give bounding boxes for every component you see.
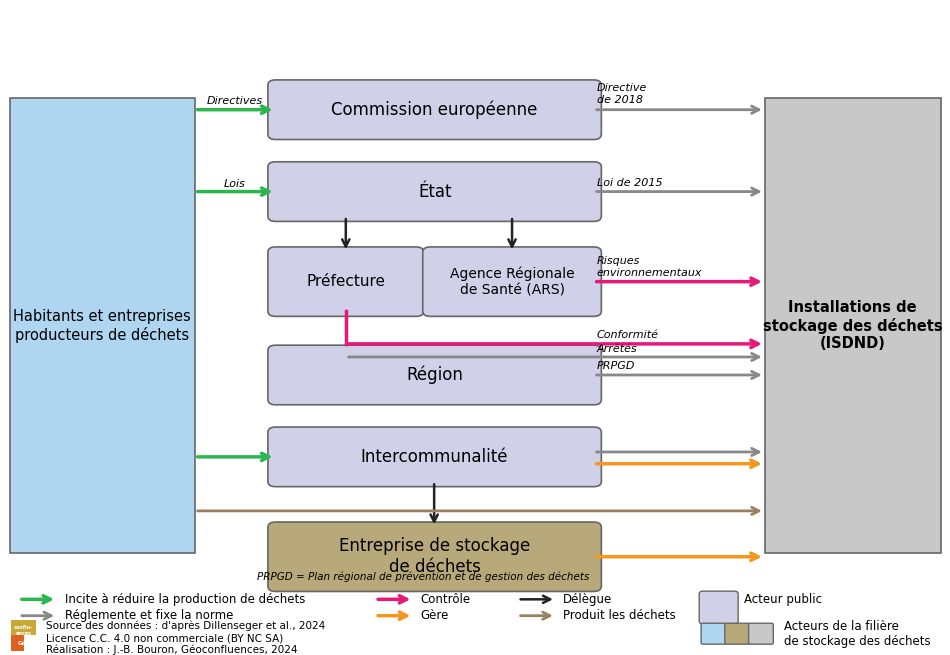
Text: Préfecture: Préfecture [306,274,386,289]
Text: État: État [418,183,451,200]
Text: Acteurs de la filière
de stockage des déchets: Acteurs de la filière de stockage des dé… [784,620,930,648]
Text: Commission européenne: Commission européenne [332,100,538,119]
FancyBboxPatch shape [725,624,750,645]
Text: Loi de 2015: Loi de 2015 [597,178,662,188]
Text: Contrôle: Contrôle [421,593,471,606]
FancyBboxPatch shape [423,247,601,316]
Text: Réglemente et fixe la norme: Réglemente et fixe la norme [65,609,233,622]
FancyBboxPatch shape [268,345,601,405]
FancyBboxPatch shape [699,591,738,624]
Text: Intercommunalité: Intercommunalité [361,448,508,466]
Text: conflu-
ences: conflu- ences [14,626,33,636]
Text: Incite à réduire la production de déchets: Incite à réduire la production de déchet… [65,593,305,606]
FancyBboxPatch shape [268,427,601,487]
Text: Installations de
stockage des déchets
(ISDND): Installations de stockage des déchets (I… [763,301,942,351]
FancyBboxPatch shape [10,98,195,553]
Text: Acteur public: Acteur public [744,593,822,606]
Text: Arrêtés: Arrêtés [597,344,637,354]
FancyBboxPatch shape [11,635,24,651]
FancyBboxPatch shape [268,522,601,591]
FancyBboxPatch shape [268,80,601,140]
Text: PRPGD: PRPGD [597,362,636,371]
FancyBboxPatch shape [701,624,726,645]
Text: Conformité: Conformité [597,330,658,340]
FancyBboxPatch shape [268,162,601,221]
FancyBboxPatch shape [749,624,773,645]
Text: Directives: Directives [206,96,263,106]
Text: Délègue: Délègue [563,593,613,606]
Text: Habitants et entreprises
producteurs de déchets: Habitants et entreprises producteurs de … [13,309,191,343]
Text: Région: Région [407,365,463,384]
Text: Directive
de 2018: Directive de 2018 [597,83,647,105]
Text: Source des données : d'après Dillenseger et al., 2024
Licence C.C. 4.0 non comme: Source des données : d'après Dillenseger… [46,621,325,655]
Text: Gère: Gère [421,609,449,622]
Text: Entreprise de stockage
de déchets: Entreprise de stockage de déchets [339,537,530,576]
Text: PRPGD = Plan régional de prévention et de gestion des déchets: PRPGD = Plan régional de prévention et d… [256,571,589,582]
Text: Géo: Géo [18,641,29,646]
Text: Agence Régionale
de Santé (ARS): Agence Régionale de Santé (ARS) [449,267,575,297]
FancyBboxPatch shape [11,620,36,635]
Text: Risques
environnementaux: Risques environnementaux [597,256,702,278]
Text: Produit les déchets: Produit les déchets [563,609,676,622]
FancyBboxPatch shape [268,247,424,316]
Text: Lois: Lois [223,179,246,189]
FancyBboxPatch shape [765,98,940,553]
